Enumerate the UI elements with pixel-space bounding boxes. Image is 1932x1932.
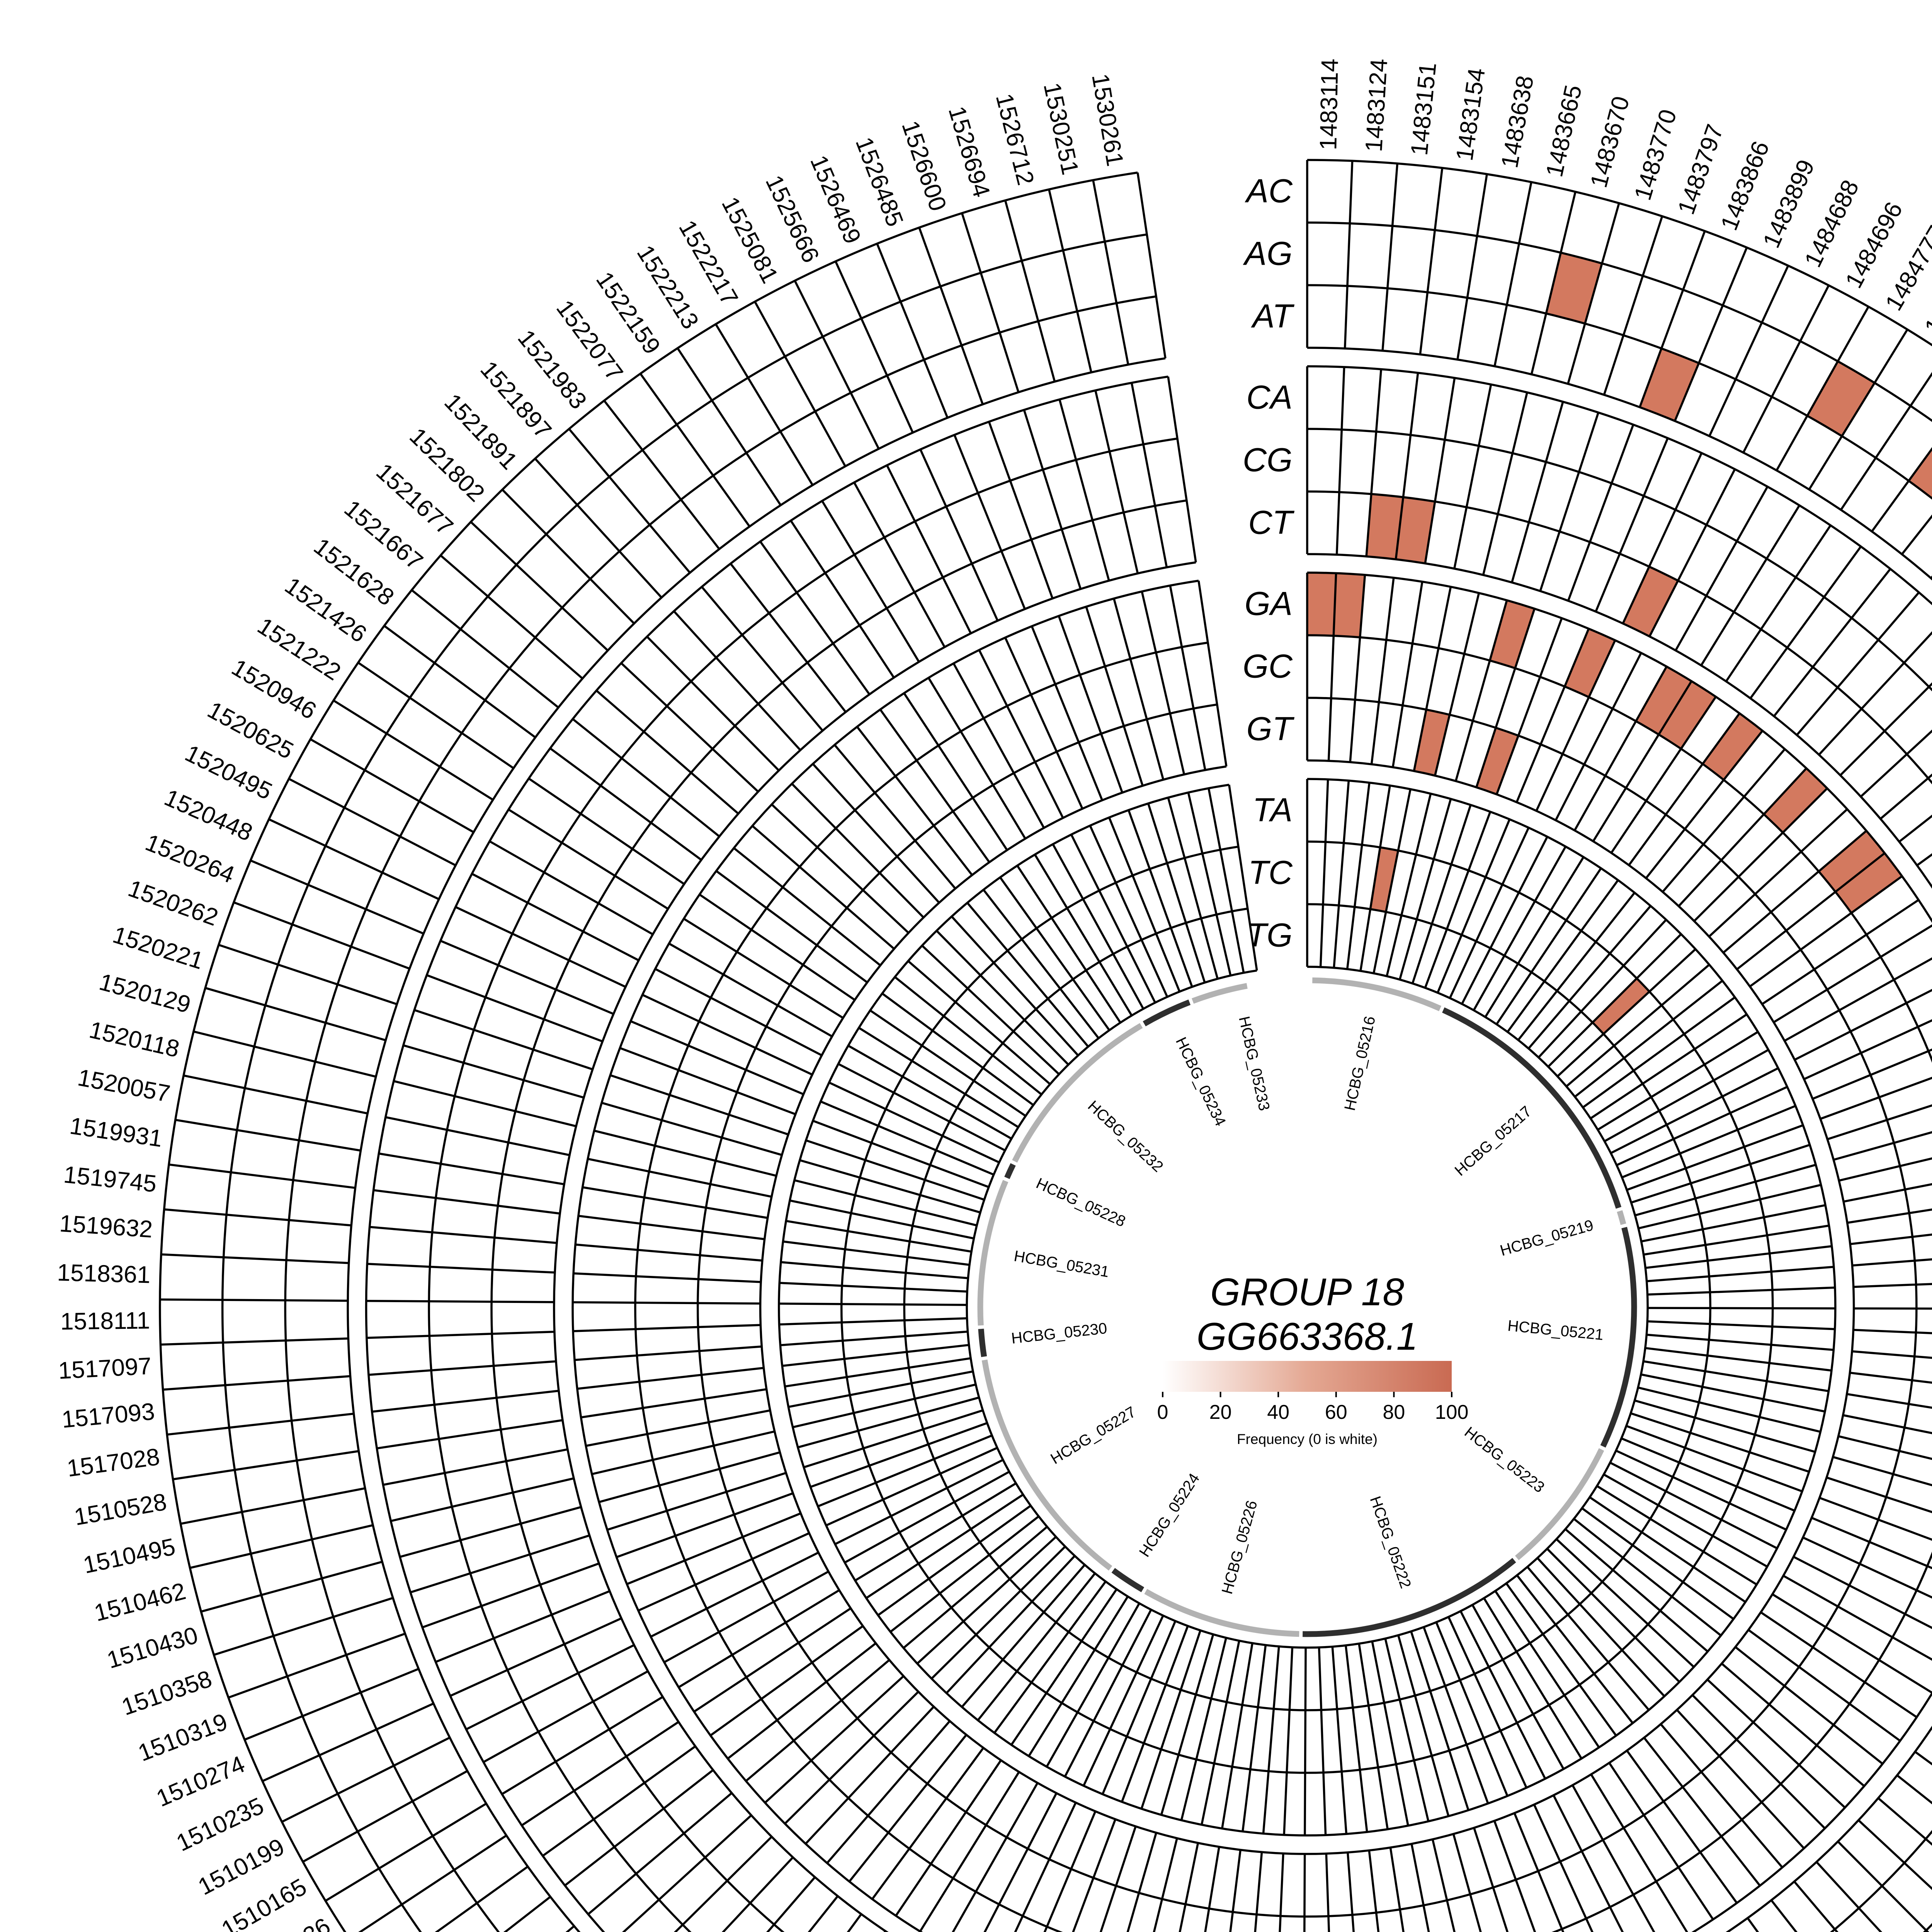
svg-text:1518111: 1518111 bbox=[60, 1307, 150, 1335]
svg-text:1519632: 1519632 bbox=[59, 1210, 153, 1243]
svg-text:TA: TA bbox=[1252, 791, 1293, 828]
svg-text:GA: GA bbox=[1245, 585, 1293, 622]
svg-text:1483114: 1483114 bbox=[1315, 58, 1344, 150]
svg-text:60: 60 bbox=[1325, 1401, 1347, 1423]
svg-text:TC: TC bbox=[1248, 854, 1293, 891]
svg-text:1517097: 1517097 bbox=[58, 1353, 152, 1384]
svg-text:AC: AC bbox=[1245, 172, 1293, 209]
svg-text:GROUP 18: GROUP 18 bbox=[1210, 1270, 1404, 1314]
svg-text:GC: GC bbox=[1243, 648, 1293, 685]
svg-text:0: 0 bbox=[1157, 1401, 1168, 1423]
svg-text:1483124: 1483124 bbox=[1361, 58, 1393, 153]
svg-text:CA: CA bbox=[1247, 379, 1293, 416]
svg-text:CT: CT bbox=[1248, 504, 1294, 541]
svg-text:TG: TG bbox=[1247, 917, 1293, 954]
svg-text:80: 80 bbox=[1383, 1401, 1405, 1423]
svg-text:1518361: 1518361 bbox=[57, 1259, 151, 1288]
svg-text:AG: AG bbox=[1243, 235, 1293, 272]
svg-text:Frequency (0 is white): Frequency (0 is white) bbox=[1237, 1431, 1378, 1447]
svg-text:GT: GT bbox=[1247, 710, 1295, 747]
svg-text:100: 100 bbox=[1435, 1401, 1469, 1423]
svg-text:GG663368.1: GG663368.1 bbox=[1197, 1315, 1418, 1358]
svg-text:AT: AT bbox=[1250, 298, 1294, 335]
svg-text:20: 20 bbox=[1209, 1401, 1232, 1423]
svg-text:CG: CG bbox=[1243, 441, 1293, 478]
svg-text:40: 40 bbox=[1267, 1401, 1289, 1423]
